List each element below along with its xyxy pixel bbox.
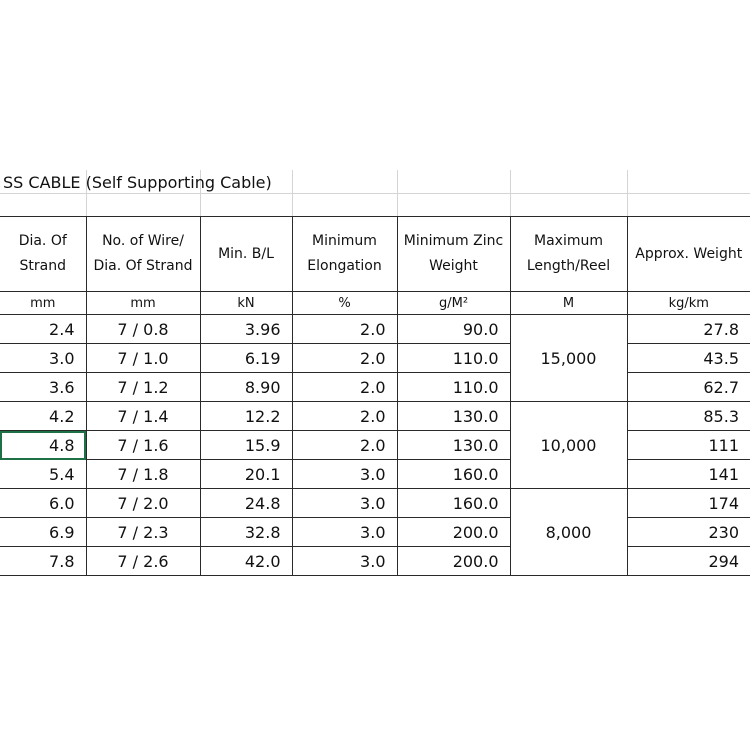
cell-elong[interactable]: 2.0 bbox=[291, 372, 398, 402]
header-cell[interactable]: No. of Wire/ Dia. Of Strand bbox=[85, 216, 201, 292]
cell-bl[interactable]: 3.96 bbox=[199, 314, 293, 344]
cell-dia[interactable]: 6.9 bbox=[0, 517, 87, 547]
cell-elong[interactable]: 3.0 bbox=[291, 517, 398, 547]
cell-bl[interactable]: 12.2 bbox=[199, 401, 293, 431]
cell-bl[interactable]: 24.8 bbox=[199, 488, 293, 518]
cell-dia[interactable]: 3.6 bbox=[0, 372, 87, 402]
unit-cell[interactable]: kN bbox=[199, 291, 293, 315]
cell-weight[interactable]: 43.5 bbox=[626, 343, 750, 373]
cell-bl[interactable]: 32.8 bbox=[199, 517, 293, 547]
cell-dia[interactable]: 2.4 bbox=[0, 314, 87, 344]
cell-elong[interactable]: 3.0 bbox=[291, 546, 398, 576]
cell-reel-length[interactable]: 8,000 bbox=[509, 488, 628, 576]
table-row: 5.4 7 / 1.8 20.1 3.0 160.0 141 bbox=[0, 459, 750, 489]
table-row: 7.8 7 / 2.6 42.0 3.0 200.0 294 bbox=[0, 546, 750, 576]
table-row: 2.4 7 / 0.8 3.96 2.0 90.0 15,000 27.8 bbox=[0, 314, 750, 402]
header-cell[interactable]: Min. B/L bbox=[199, 216, 293, 292]
cell-dia-selected[interactable]: 4.8 bbox=[0, 430, 87, 460]
cell-elong[interactable]: 2.0 bbox=[291, 401, 398, 431]
cell-dia[interactable]: 6.0 bbox=[0, 488, 87, 518]
cell-zinc[interactable]: 90.0 bbox=[396, 314, 511, 344]
cell-zinc[interactable]: 160.0 bbox=[396, 488, 511, 518]
cell-wire[interactable]: 7 / 2.6 bbox=[85, 546, 201, 576]
cell-reel-length[interactable]: 10,000 bbox=[509, 401, 628, 489]
cell-wire[interactable]: 7 / 1.0 bbox=[85, 343, 201, 373]
cell-elong[interactable]: 3.0 bbox=[291, 488, 398, 518]
cell-wire[interactable]: 7 / 1.4 bbox=[85, 401, 201, 431]
cell-zinc[interactable]: 200.0 bbox=[396, 517, 511, 547]
cell-reel-length[interactable]: 15,000 bbox=[509, 314, 628, 402]
cell-bl[interactable]: 15.9 bbox=[199, 430, 293, 460]
cell-wire[interactable]: 7 / 1.6 bbox=[85, 430, 201, 460]
cell-elong[interactable]: 2.0 bbox=[291, 430, 398, 460]
cell-weight[interactable]: 141 bbox=[626, 459, 750, 489]
cell-weight[interactable]: 62.7 bbox=[626, 372, 750, 402]
cell-elong[interactable]: 2.0 bbox=[291, 314, 398, 344]
cell-weight[interactable]: 294 bbox=[626, 546, 750, 576]
cell-zinc[interactable]: 110.0 bbox=[396, 343, 511, 373]
cell-weight[interactable]: 111 bbox=[626, 430, 750, 460]
header-cell[interactable]: Maximum Length/Reel bbox=[509, 216, 628, 292]
cell-zinc[interactable]: 110.0 bbox=[396, 372, 511, 402]
cell-bl[interactable]: 42.0 bbox=[199, 546, 293, 576]
cell-wire[interactable]: 7 / 2.0 bbox=[85, 488, 201, 518]
header-cell[interactable]: Minimum Zinc Weight bbox=[396, 216, 511, 292]
unit-cell[interactable]: % bbox=[291, 291, 398, 315]
cell-dia[interactable]: 3.0 bbox=[0, 343, 87, 373]
header-cell[interactable]: Approx. Weight bbox=[626, 216, 750, 292]
cell-dia[interactable]: 5.4 bbox=[0, 459, 87, 489]
table-row: 4.2 7 / 1.4 12.2 2.0 130.0 10,000 85.3 bbox=[0, 401, 750, 489]
cell-zinc[interactable]: 130.0 bbox=[396, 401, 511, 431]
cell-zinc[interactable]: 200.0 bbox=[396, 546, 511, 576]
cell-weight[interactable]: 85.3 bbox=[626, 401, 750, 431]
cell-wire[interactable]: 7 / 2.3 bbox=[85, 517, 201, 547]
cell-dia[interactable]: 7.8 bbox=[0, 546, 87, 576]
cell-wire[interactable]: 7 / 1.8 bbox=[85, 459, 201, 489]
unit-cell[interactable]: M bbox=[509, 291, 628, 315]
cell-elong[interactable]: 2.0 bbox=[291, 343, 398, 373]
spreadsheet-area: SS CABLE (Self Supporting Cable) Dia. Of… bbox=[0, 170, 750, 578]
table-row: 6.9 7 / 2.3 32.8 3.0 200.0 230 bbox=[0, 517, 750, 547]
unit-cell[interactable]: kg/km bbox=[626, 291, 750, 315]
cell-bl[interactable]: 8.90 bbox=[199, 372, 293, 402]
cell-bl[interactable]: 6.19 bbox=[199, 343, 293, 373]
cell-dia[interactable]: 4.2 bbox=[0, 401, 87, 431]
unit-row: mm mm kN % g/M² M kg/km bbox=[0, 291, 750, 315]
unit-cell[interactable]: mm bbox=[85, 291, 201, 315]
table-row: 4.8 7 / 1.6 15.9 2.0 130.0 111 bbox=[0, 430, 750, 460]
cell-weight[interactable]: 174 bbox=[626, 488, 750, 518]
cell-bl[interactable]: 20.1 bbox=[199, 459, 293, 489]
cell-wire[interactable]: 7 / 0.8 bbox=[85, 314, 201, 344]
cell-weight[interactable]: 230 bbox=[626, 517, 750, 547]
table-row: 3.6 7 / 1.2 8.90 2.0 110.0 62.7 bbox=[0, 372, 750, 402]
table-row: 6.0 7 / 2.0 24.8 3.0 160.0 8,000 174 bbox=[0, 488, 750, 576]
header-cell[interactable]: Minimum Elongation bbox=[291, 216, 398, 292]
cell-zinc[interactable]: 160.0 bbox=[396, 459, 511, 489]
header-cell[interactable]: Dia. Of Strand bbox=[0, 216, 87, 292]
sheet-title[interactable]: SS CABLE (Self Supporting Cable) bbox=[3, 173, 272, 192]
cell-zinc[interactable]: 130.0 bbox=[396, 430, 511, 460]
cell-wire[interactable]: 7 / 1.2 bbox=[85, 372, 201, 402]
unit-cell[interactable]: mm bbox=[0, 291, 87, 315]
cell-weight[interactable]: 27.8 bbox=[626, 314, 750, 344]
spec-table: Dia. Of Strand No. of Wire/ Dia. Of Stra… bbox=[0, 216, 750, 576]
table-row: 3.0 7 / 1.0 6.19 2.0 110.0 43.5 bbox=[0, 343, 750, 373]
header-row: Dia. Of Strand No. of Wire/ Dia. Of Stra… bbox=[0, 216, 750, 292]
gridline bbox=[0, 193, 750, 194]
unit-cell[interactable]: g/M² bbox=[396, 291, 511, 315]
cell-elong[interactable]: 3.0 bbox=[291, 459, 398, 489]
